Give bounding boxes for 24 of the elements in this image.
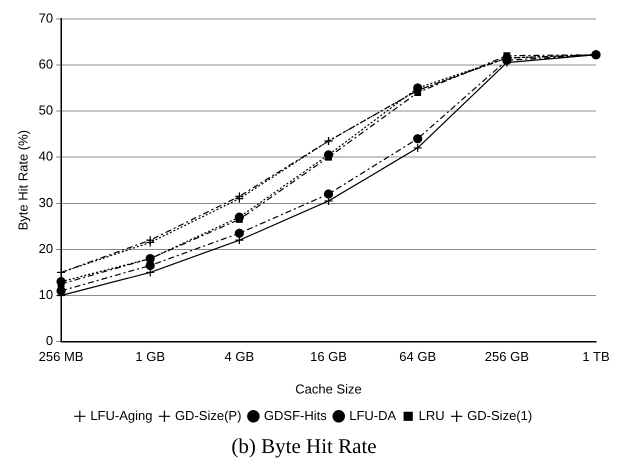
x-tick-label: 64 GB <box>399 348 436 364</box>
legend-label: LRU <box>418 408 445 423</box>
x-tick-label: 1 GB <box>135 348 166 364</box>
legend-label: GD-Size(P) <box>174 408 242 423</box>
y-axis-title: Byte Hit Rate (%) <box>15 130 30 230</box>
legend-label: LFU-DA <box>349 408 397 423</box>
text: (b) Byte Hit Rate <box>231 434 377 458</box>
x-tick-label: 4 GB <box>224 348 254 364</box>
x-tick-label: 256 GB <box>484 348 529 364</box>
y-tick-label: 70 <box>38 10 54 26</box>
legend-label: GDSF-Hits <box>264 408 328 423</box>
x-tick-label: 16 GB <box>310 348 347 364</box>
y-tick-label: 0 <box>46 333 54 348</box>
y-tick-label: 60 <box>38 56 54 72</box>
x-tick-label: 1 TB <box>582 348 610 364</box>
y-tick-label: 20 <box>38 240 54 256</box>
y-tick-label: 30 <box>38 194 54 210</box>
x-tick-label: 256 MB <box>38 348 84 364</box>
y-tick-label: 50 <box>38 102 54 118</box>
legend-label: GD-Size(1) <box>467 408 532 423</box>
x-axis-title: Cache Size <box>295 382 362 397</box>
y-tick-label: 10 <box>38 287 54 302</box>
legend-label: LFU-Aging <box>90 408 152 423</box>
y-tick-label: 40 <box>38 148 54 164</box>
